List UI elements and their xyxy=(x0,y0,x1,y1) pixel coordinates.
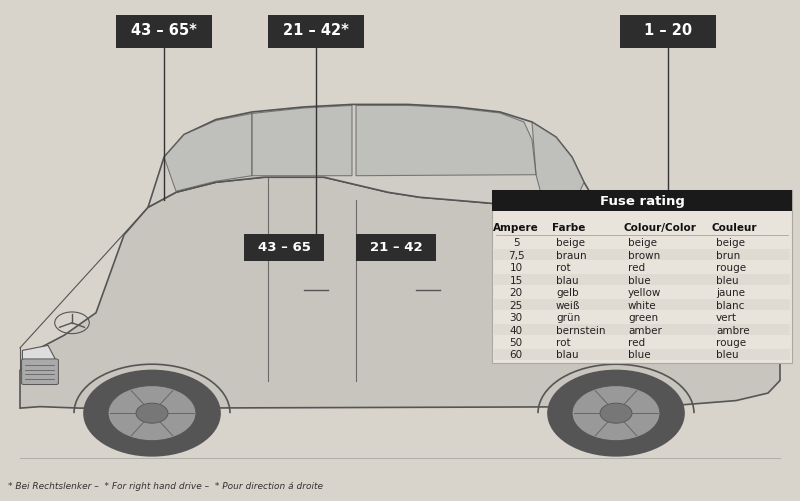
Text: bleu: bleu xyxy=(716,350,738,360)
FancyBboxPatch shape xyxy=(494,275,790,286)
Text: beige: beige xyxy=(556,238,585,248)
Text: beige: beige xyxy=(716,238,745,248)
Text: ambre: ambre xyxy=(716,325,750,335)
Text: Farbe: Farbe xyxy=(552,222,586,232)
Circle shape xyxy=(548,371,684,456)
Text: * Bei Rechtslenker –  * For right hand drive –  * Pour direction á droite: * Bei Rechtslenker – * For right hand dr… xyxy=(8,481,323,490)
Text: 25: 25 xyxy=(510,300,522,310)
Text: 1 – 20: 1 – 20 xyxy=(644,23,692,38)
Circle shape xyxy=(84,371,220,456)
FancyBboxPatch shape xyxy=(494,300,790,311)
Text: grün: grün xyxy=(556,313,580,323)
FancyBboxPatch shape xyxy=(356,234,436,262)
Text: rouge: rouge xyxy=(716,337,746,347)
Text: brun: brun xyxy=(716,250,740,261)
Polygon shape xyxy=(164,114,252,192)
Text: 20: 20 xyxy=(510,288,522,298)
Text: Fuse rating: Fuse rating xyxy=(599,194,685,207)
Polygon shape xyxy=(252,106,352,176)
FancyBboxPatch shape xyxy=(494,324,790,336)
Text: blanc: blanc xyxy=(716,300,744,310)
Polygon shape xyxy=(756,306,780,333)
Polygon shape xyxy=(532,123,584,205)
Circle shape xyxy=(572,386,660,441)
FancyBboxPatch shape xyxy=(268,16,364,49)
Text: 43 – 65*: 43 – 65* xyxy=(131,23,197,38)
Text: brown: brown xyxy=(628,250,660,261)
Text: vert: vert xyxy=(716,313,737,323)
FancyBboxPatch shape xyxy=(494,349,790,360)
Text: Colour/Color: Colour/Color xyxy=(624,222,697,232)
Text: 50: 50 xyxy=(510,337,522,347)
FancyBboxPatch shape xyxy=(494,250,790,261)
Text: Couleur: Couleur xyxy=(712,222,758,232)
Text: 40: 40 xyxy=(510,325,522,335)
Text: 10: 10 xyxy=(510,263,522,273)
Text: bleu: bleu xyxy=(716,275,738,285)
Polygon shape xyxy=(22,346,56,376)
Text: yellow: yellow xyxy=(628,288,662,298)
Text: rot: rot xyxy=(556,337,570,347)
Text: 7,5: 7,5 xyxy=(508,250,524,261)
Text: white: white xyxy=(628,300,657,310)
Text: blue: blue xyxy=(628,350,650,360)
Text: bernstein: bernstein xyxy=(556,325,606,335)
Text: blau: blau xyxy=(556,275,578,285)
FancyBboxPatch shape xyxy=(244,234,324,262)
Text: 21 – 42: 21 – 42 xyxy=(370,240,422,254)
Text: weiß: weiß xyxy=(556,300,581,310)
Text: gelb: gelb xyxy=(556,288,578,298)
Polygon shape xyxy=(148,105,600,235)
Text: green: green xyxy=(628,313,658,323)
Circle shape xyxy=(136,403,168,423)
Text: braun: braun xyxy=(556,250,586,261)
FancyBboxPatch shape xyxy=(620,16,716,49)
Text: 30: 30 xyxy=(510,313,522,323)
Text: beige: beige xyxy=(628,238,657,248)
Text: 21 – 42*: 21 – 42* xyxy=(283,23,349,38)
Text: amber: amber xyxy=(628,325,662,335)
FancyBboxPatch shape xyxy=(492,190,792,211)
FancyBboxPatch shape xyxy=(492,190,792,363)
Text: 43 – 65: 43 – 65 xyxy=(258,240,310,254)
FancyBboxPatch shape xyxy=(22,359,58,385)
Text: 15: 15 xyxy=(510,275,522,285)
Text: blau: blau xyxy=(556,350,578,360)
Text: rouge: rouge xyxy=(716,263,746,273)
Text: jaune: jaune xyxy=(716,288,745,298)
Text: red: red xyxy=(628,263,645,273)
Circle shape xyxy=(600,403,632,423)
Polygon shape xyxy=(20,178,780,408)
Text: 5: 5 xyxy=(513,238,519,248)
Circle shape xyxy=(108,386,196,441)
Text: blue: blue xyxy=(628,275,650,285)
Text: red: red xyxy=(628,337,645,347)
Text: rot: rot xyxy=(556,263,570,273)
FancyBboxPatch shape xyxy=(116,16,212,49)
Polygon shape xyxy=(356,106,536,176)
Text: Ampere: Ampere xyxy=(493,222,539,232)
Text: 60: 60 xyxy=(510,350,522,360)
